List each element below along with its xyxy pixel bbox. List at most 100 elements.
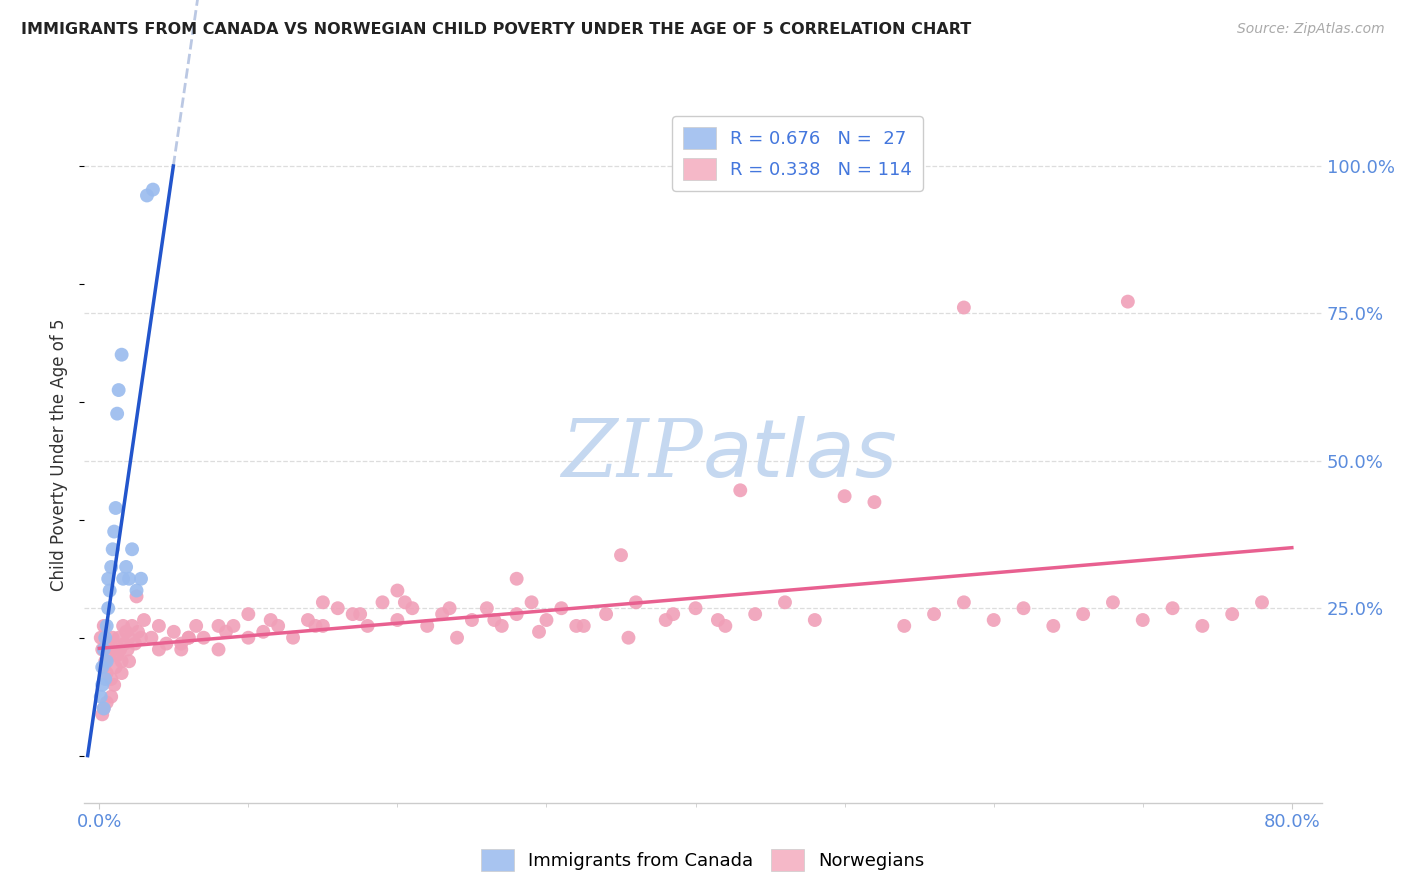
Point bbox=[104, 500, 127, 515]
Point bbox=[922, 607, 945, 621]
Point bbox=[1132, 613, 1154, 627]
Point bbox=[371, 595, 394, 609]
Point bbox=[484, 613, 506, 627]
Point bbox=[112, 572, 135, 586]
Point bbox=[121, 619, 143, 633]
Point bbox=[773, 595, 796, 609]
Point bbox=[96, 619, 118, 633]
Point bbox=[103, 524, 125, 539]
Point bbox=[617, 631, 640, 645]
Point bbox=[983, 613, 1005, 627]
Point bbox=[207, 619, 229, 633]
Point bbox=[100, 560, 122, 574]
Point bbox=[112, 619, 135, 633]
Point bbox=[142, 183, 165, 197]
Point bbox=[98, 583, 121, 598]
Point bbox=[446, 631, 468, 645]
Y-axis label: Child Poverty Under the Age of 5: Child Poverty Under the Age of 5 bbox=[51, 318, 69, 591]
Point bbox=[115, 624, 138, 639]
Point bbox=[953, 595, 976, 609]
Point bbox=[155, 637, 177, 651]
Point bbox=[104, 660, 127, 674]
Text: IMMIGRANTS FROM CANADA VS NORWEGIAN CHILD POVERTY UNDER THE AGE OF 5 CORRELATION: IMMIGRANTS FROM CANADA VS NORWEGIAN CHIL… bbox=[21, 22, 972, 37]
Point bbox=[804, 613, 827, 627]
Point bbox=[491, 619, 513, 633]
Point bbox=[207, 642, 229, 657]
Point bbox=[1116, 294, 1139, 309]
Point bbox=[953, 301, 976, 315]
Point bbox=[281, 631, 304, 645]
Point bbox=[416, 619, 439, 633]
Point bbox=[97, 637, 120, 651]
Point bbox=[121, 542, 143, 557]
Point bbox=[215, 624, 238, 639]
Point bbox=[90, 631, 112, 645]
Point bbox=[238, 607, 260, 621]
Point bbox=[93, 701, 115, 715]
Point bbox=[520, 595, 543, 609]
Point bbox=[129, 572, 152, 586]
Point bbox=[610, 548, 633, 562]
Point bbox=[744, 607, 766, 621]
Point bbox=[91, 707, 114, 722]
Point bbox=[96, 666, 118, 681]
Point bbox=[624, 595, 647, 609]
Point bbox=[111, 348, 134, 362]
Point bbox=[527, 624, 550, 639]
Point bbox=[186, 619, 208, 633]
Point bbox=[1251, 595, 1274, 609]
Point bbox=[654, 613, 676, 627]
Point bbox=[103, 642, 125, 657]
Point bbox=[97, 572, 120, 586]
Point bbox=[107, 631, 129, 645]
Point bbox=[430, 607, 453, 621]
Point bbox=[177, 631, 200, 645]
Point bbox=[572, 619, 595, 633]
Point bbox=[125, 583, 148, 598]
Point bbox=[91, 678, 114, 692]
Point bbox=[105, 407, 128, 421]
Point bbox=[893, 619, 915, 633]
Point bbox=[93, 619, 115, 633]
Point bbox=[90, 690, 112, 704]
Text: Source: ZipAtlas.com: Source: ZipAtlas.com bbox=[1237, 22, 1385, 37]
Point bbox=[565, 619, 588, 633]
Point bbox=[91, 642, 114, 657]
Point bbox=[475, 601, 498, 615]
Point bbox=[730, 483, 752, 498]
Point bbox=[118, 654, 141, 668]
Text: ZIP: ZIP bbox=[561, 417, 703, 493]
Point bbox=[170, 642, 193, 657]
Point bbox=[1191, 619, 1213, 633]
Point bbox=[111, 654, 134, 668]
Point bbox=[91, 660, 114, 674]
Point bbox=[114, 637, 136, 651]
Point bbox=[148, 619, 170, 633]
Point bbox=[94, 631, 117, 645]
Point bbox=[94, 672, 117, 686]
Point bbox=[312, 619, 335, 633]
Point bbox=[1042, 619, 1064, 633]
Point bbox=[96, 654, 118, 668]
Point bbox=[267, 619, 290, 633]
Point bbox=[93, 701, 115, 715]
Point bbox=[714, 619, 737, 633]
Legend: R = 0.676   N =  27, R = 0.338   N = 114: R = 0.676 N = 27, R = 0.338 N = 114 bbox=[672, 116, 922, 191]
Point bbox=[863, 495, 886, 509]
Point bbox=[312, 595, 335, 609]
Point bbox=[117, 642, 139, 657]
Point bbox=[107, 383, 129, 397]
Point bbox=[356, 619, 378, 633]
Point bbox=[115, 560, 138, 574]
Point bbox=[461, 613, 484, 627]
Point bbox=[93, 642, 115, 657]
Point bbox=[111, 666, 134, 681]
Point bbox=[1071, 607, 1094, 621]
Point bbox=[326, 601, 349, 615]
Point bbox=[1012, 601, 1035, 615]
Point bbox=[136, 188, 159, 202]
Point bbox=[401, 601, 423, 615]
Point bbox=[177, 631, 200, 645]
Legend: Immigrants from Canada, Norwegians: Immigrants from Canada, Norwegians bbox=[474, 842, 932, 879]
Point bbox=[118, 631, 141, 645]
